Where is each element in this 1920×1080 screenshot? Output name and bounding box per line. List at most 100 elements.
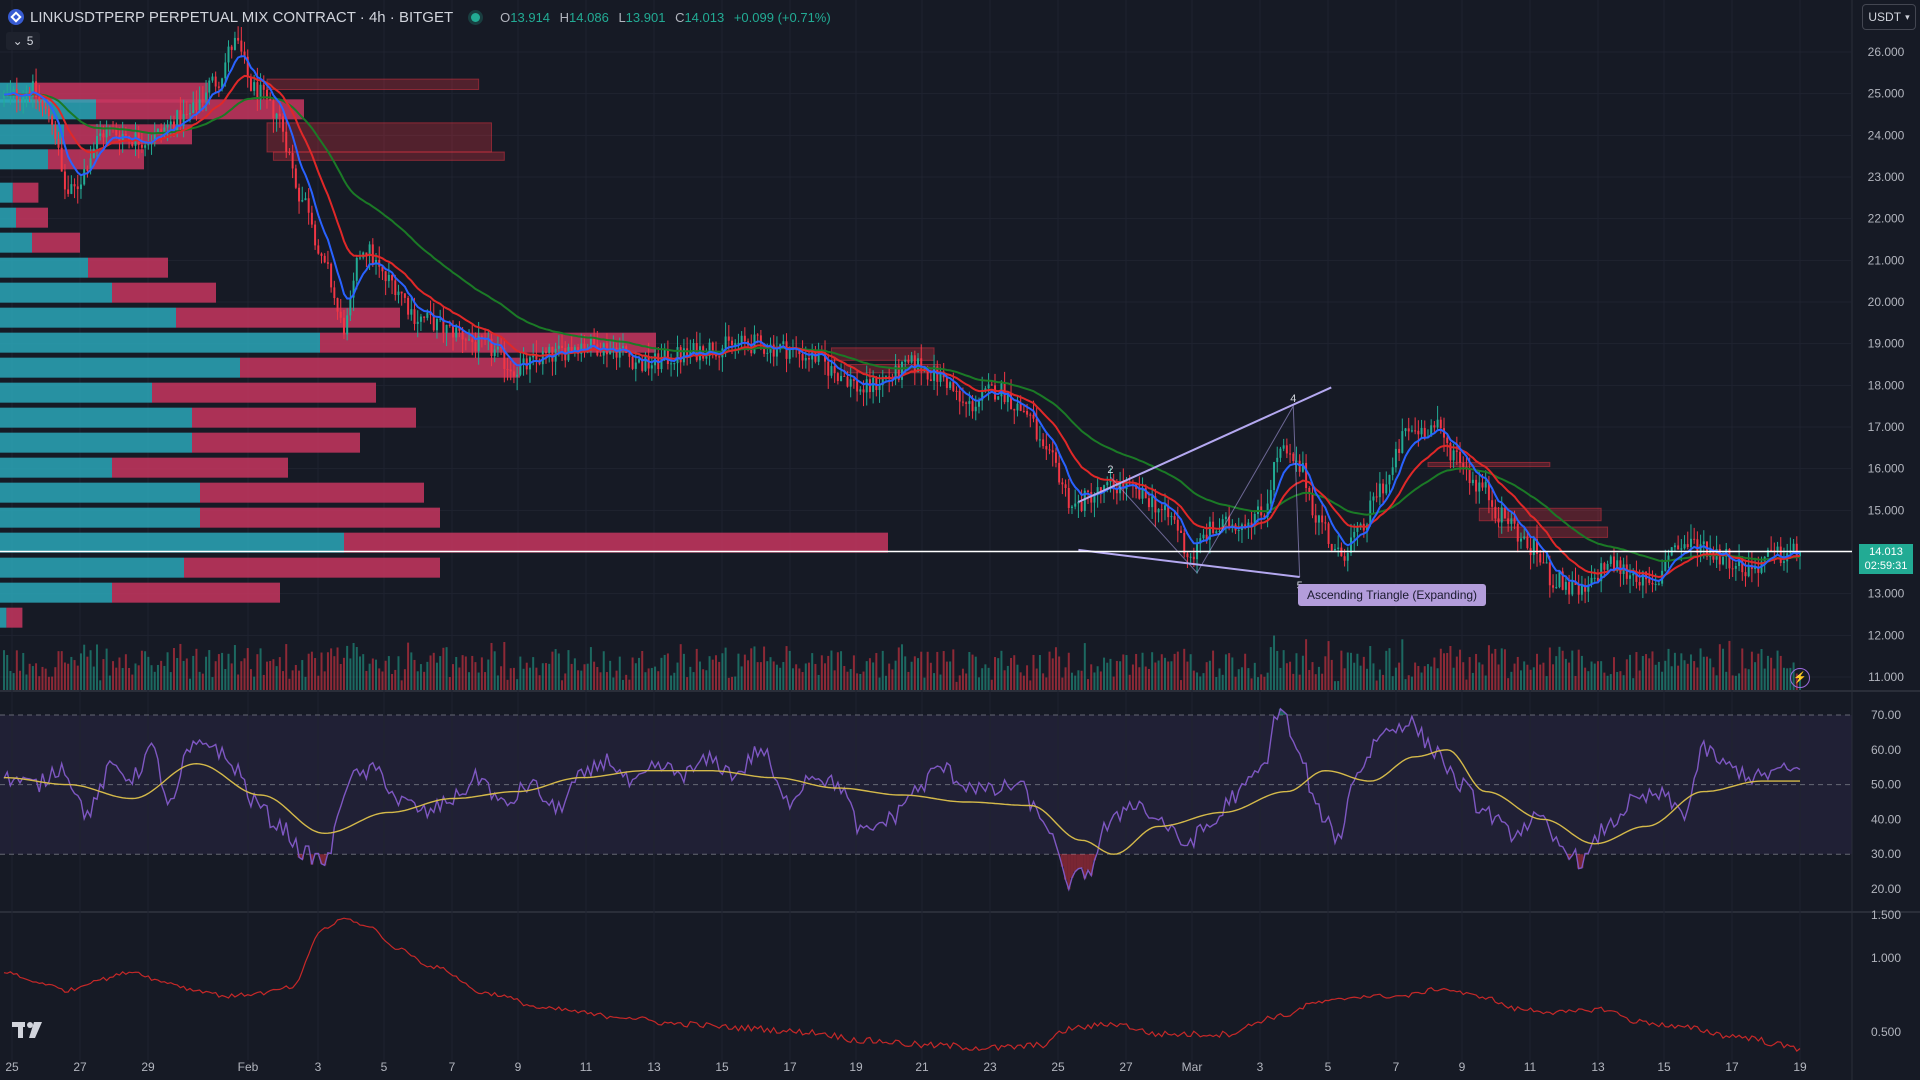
volume-bar	[846, 671, 849, 690]
candle-body	[304, 198, 307, 201]
volume-bar	[1022, 675, 1025, 690]
volume-bar	[888, 663, 891, 690]
candle-body	[1215, 531, 1218, 534]
candle-body	[660, 356, 663, 370]
candle-body	[1074, 503, 1077, 507]
volume-bar	[211, 677, 214, 690]
volume-bar	[310, 651, 313, 690]
candle-body	[1343, 556, 1346, 561]
candle-body	[1176, 519, 1179, 531]
volume-bar	[150, 665, 153, 690]
candle-body	[901, 361, 903, 380]
volume-bar	[965, 673, 968, 690]
pattern-point-label: 4	[1290, 393, 1296, 405]
tradingview-logo-icon[interactable]	[12, 1020, 46, 1040]
volume-bar	[365, 670, 368, 690]
candle-body	[933, 366, 936, 381]
symbol-title[interactable]: LINKUSDTPERP PERPETUAL MIX CONTRACT · 4h…	[30, 8, 454, 26]
volume-bar	[808, 662, 810, 690]
volume-bar	[480, 657, 483, 690]
volume-bar	[1645, 654, 1648, 690]
volume-bar	[253, 676, 256, 690]
volume-bar	[1686, 663, 1689, 690]
volume-profile-bar-down	[192, 407, 416, 428]
candle-body	[1269, 490, 1272, 504]
candle-body	[939, 371, 942, 382]
volume-bar	[272, 659, 275, 690]
candle-body	[663, 349, 666, 357]
volume-bar	[166, 652, 169, 690]
candle-body	[54, 124, 57, 139]
candle-body	[1350, 537, 1352, 553]
indicator-axis-tick-label: 1.000	[1871, 951, 1901, 965]
volume-bar	[952, 649, 955, 690]
indicator-axis-tick-label: 0.500	[1871, 1025, 1901, 1039]
candle-body	[1741, 557, 1744, 573]
volume-bar	[1385, 650, 1388, 690]
volume-bar	[1154, 662, 1157, 690]
candle-body	[958, 390, 961, 402]
candle-body	[307, 198, 310, 213]
indicators-collapse-button[interactable]: ⌄ 5	[6, 32, 40, 50]
volume-bar	[942, 651, 945, 690]
volume-bar	[19, 670, 22, 690]
volume-bar	[500, 666, 503, 690]
candle-body	[468, 339, 471, 341]
volume-profile-bar-down	[12, 182, 39, 203]
volume-bar	[881, 650, 884, 690]
volume-bar	[628, 679, 631, 690]
candle-body	[407, 297, 410, 315]
volume-bar	[782, 662, 785, 690]
volume-bar	[1766, 655, 1769, 690]
volume-bar	[1314, 674, 1317, 690]
candle-body	[1539, 553, 1542, 563]
candle-body	[227, 46, 230, 63]
candle-body	[843, 375, 846, 377]
volume-bar	[830, 650, 833, 690]
candle-body	[1683, 544, 1686, 549]
volume-bar	[528, 667, 531, 690]
volume-bar	[1128, 674, 1131, 690]
lightning-icon[interactable]: ⚡	[1790, 668, 1810, 688]
candle-body	[987, 384, 990, 389]
volume-bar	[86, 656, 89, 690]
candle-body	[400, 291, 403, 294]
candle-body	[221, 78, 224, 88]
volume-bar	[1484, 675, 1487, 690]
volume-bar	[1487, 645, 1490, 690]
volume-bar	[990, 679, 993, 690]
candle-body	[394, 280, 397, 296]
candle-body	[1577, 584, 1580, 595]
currency-select[interactable]: USDT ▾	[1862, 4, 1916, 30]
volume-bar	[1555, 656, 1558, 690]
volume-bar	[1420, 672, 1423, 690]
candle-body	[852, 379, 855, 381]
candle-body	[272, 100, 275, 119]
volume-bar	[1410, 676, 1413, 690]
candle-body	[1548, 562, 1551, 586]
candle-body	[371, 244, 374, 264]
candle-body	[756, 334, 759, 336]
volume-bar	[1244, 653, 1247, 690]
candle-body	[1391, 467, 1394, 475]
volume-bar	[923, 677, 926, 690]
candle-body	[490, 338, 493, 356]
rsi-line	[3, 707, 1801, 892]
volume-bar	[1250, 678, 1253, 690]
candle-body	[1208, 521, 1211, 540]
candle-body	[955, 390, 958, 392]
candle-body	[1754, 566, 1757, 569]
volume-bar	[1058, 656, 1061, 690]
candle-body	[198, 99, 201, 111]
candle-body	[840, 375, 843, 382]
volume-bar	[25, 674, 28, 690]
candle-body	[1664, 560, 1667, 571]
volume-bar	[1119, 661, 1122, 690]
volume-bar	[301, 660, 304, 690]
candle-body	[1616, 560, 1619, 571]
volume-bar	[836, 652, 839, 690]
candle-body	[1507, 518, 1510, 524]
volume-bar	[1074, 675, 1077, 690]
